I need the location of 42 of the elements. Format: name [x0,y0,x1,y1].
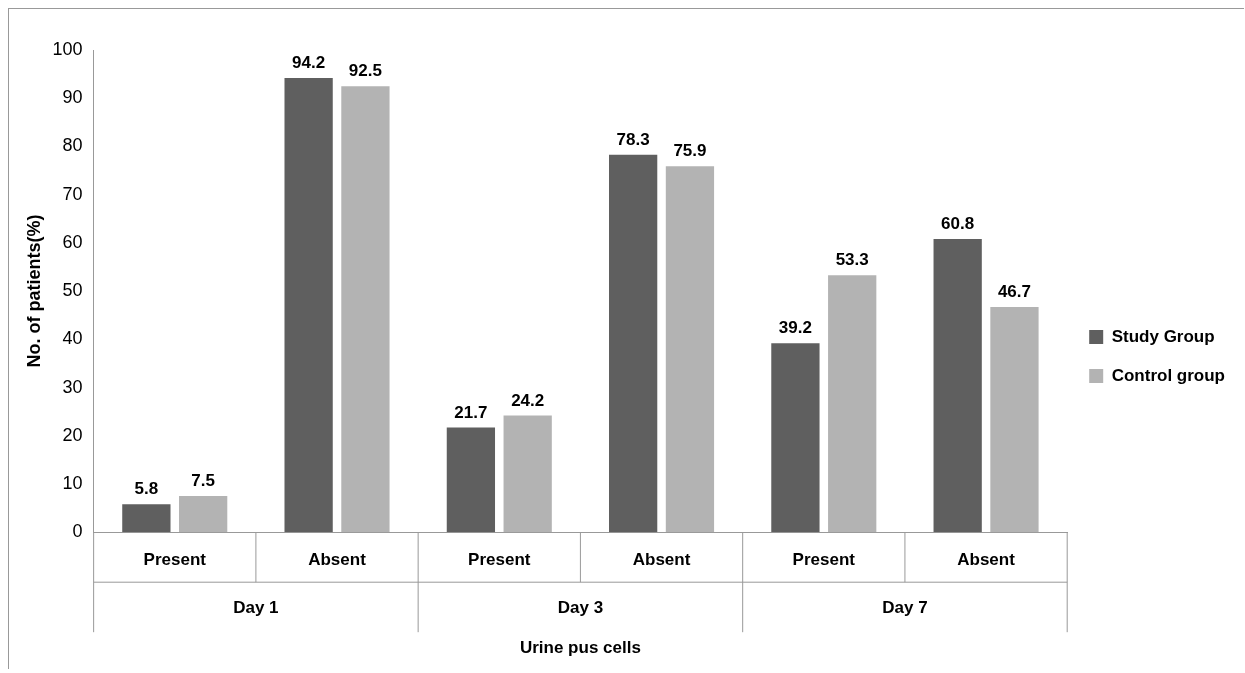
legend-label: Study Group [1111,326,1215,346]
data-label: 21.7 [454,402,488,422]
y-tick-label: 40 [62,328,83,349]
text: Day 1 [233,597,279,617]
data-label: 92.5 [348,61,382,81]
text: Day 7 [882,597,928,617]
text: Day 3 [557,597,604,617]
data-label: 5.8 [134,479,159,499]
data-label: 60.8 [941,214,975,234]
bar [122,504,171,533]
data-label: 24.2 [511,390,545,410]
data-label: 7.5 [191,471,215,491]
bar [933,239,982,533]
legend-label: Control group [1111,365,1226,385]
bar [665,166,715,533]
y-tick-label: 90 [62,87,83,108]
data-label: 94.2 [292,53,326,73]
data-label: 78.3 [616,129,650,149]
y-tick-label: 0 [72,521,83,542]
y-tick-label: 50 [62,280,83,301]
y-tick-label: 10 [62,472,83,493]
data-label: 46.7 [997,282,1032,302]
x-axis-title: Urine pus cells [519,638,641,658]
y-tick-label: 70 [62,183,83,204]
bar [179,496,228,533]
bar [503,415,552,533]
bar [446,427,496,533]
y-tick-label: 60 [62,231,83,252]
bar [771,343,820,533]
data-label: 53.3 [835,250,869,270]
y-tick-label: 30 [62,376,83,397]
y-tick-label: 100 [52,38,83,59]
bar [828,275,877,533]
y-tick-label: 20 [62,424,83,445]
bar [990,307,1039,533]
data-label: 39.2 [778,318,812,338]
y-axis-title: No. of patients(%) [23,214,44,368]
bar [284,77,333,533]
bar [341,86,390,533]
y-tick-label: 80 [62,135,83,156]
bar [609,154,658,533]
data-label: 75.9 [673,141,707,161]
